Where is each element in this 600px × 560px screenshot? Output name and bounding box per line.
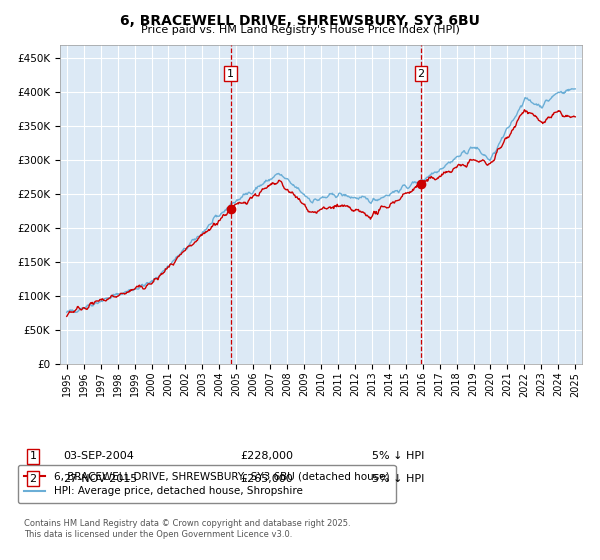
Text: 5% ↓ HPI: 5% ↓ HPI bbox=[372, 451, 424, 461]
Text: 1: 1 bbox=[29, 451, 37, 461]
Text: £265,000: £265,000 bbox=[240, 474, 293, 484]
Text: 5% ↓ HPI: 5% ↓ HPI bbox=[372, 474, 424, 484]
Text: 27-NOV-2015: 27-NOV-2015 bbox=[63, 474, 137, 484]
Text: 2: 2 bbox=[418, 68, 425, 78]
Text: 6, BRACEWELL DRIVE, SHREWSBURY, SY3 6BU: 6, BRACEWELL DRIVE, SHREWSBURY, SY3 6BU bbox=[120, 14, 480, 28]
Text: £228,000: £228,000 bbox=[240, 451, 293, 461]
Text: 2: 2 bbox=[29, 474, 37, 484]
Text: 1: 1 bbox=[227, 68, 234, 78]
Text: Price paid vs. HM Land Registry's House Price Index (HPI): Price paid vs. HM Land Registry's House … bbox=[140, 25, 460, 35]
Text: Contains HM Land Registry data © Crown copyright and database right 2025.
This d: Contains HM Land Registry data © Crown c… bbox=[24, 520, 350, 539]
Legend: 6, BRACEWELL DRIVE, SHREWSBURY, SY3 6BU (detached house), HPI: Average price, de: 6, BRACEWELL DRIVE, SHREWSBURY, SY3 6BU … bbox=[18, 465, 395, 503]
Text: 03-SEP-2004: 03-SEP-2004 bbox=[63, 451, 134, 461]
